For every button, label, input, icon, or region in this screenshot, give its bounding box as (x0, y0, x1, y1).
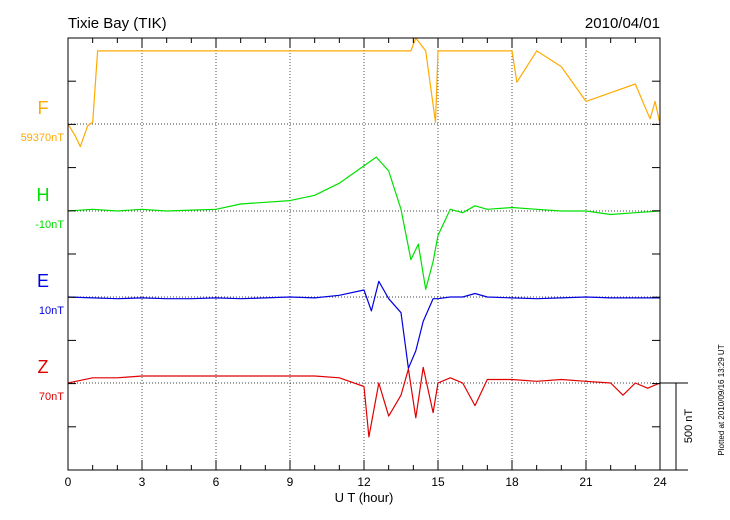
series-line-e (67, 280, 660, 369)
chart-date: 2010/04/01 (585, 15, 660, 32)
x-axis-label: U T (hour) (335, 490, 394, 505)
x-tick-marks (67, 38, 661, 470)
chart-title: Tixie Bay (TIK) (68, 15, 167, 32)
plot-footer: Plotted at 2010/09/16 13:29 UT (717, 344, 726, 455)
x-tick-label: 24 (653, 475, 667, 489)
x-tick-labels: 0 3 6 9 12 15 18 21 24 (65, 475, 667, 489)
series-name-h: H (37, 185, 50, 205)
x-tick-label: 6 (213, 475, 220, 489)
x-tick-label: 18 (505, 475, 519, 489)
x-tick-label: 0 (65, 475, 72, 489)
series-baseline-z: 70nT (39, 391, 64, 403)
scale-bar-label: 500 nT (683, 409, 695, 444)
series-baseline-f: 59370nT (21, 132, 65, 144)
series-name-z: Z (38, 357, 49, 377)
series-baseline-h: -10nT (35, 219, 64, 231)
x-tick-label: 9 (287, 475, 294, 489)
series-line-h (67, 156, 661, 290)
scale-bar: 500 nT (660, 382, 695, 471)
x-tick-label: 12 (357, 475, 371, 489)
series-name-f: F (38, 98, 49, 118)
plot-traces (67, 37, 661, 438)
x-tick-label: 3 (139, 475, 146, 489)
series-name-e: E (37, 271, 49, 291)
x-tick-label: 15 (431, 475, 445, 489)
grid-lines (68, 38, 660, 470)
series-labels: F 59370nT H -10nT E 10nT Z 70nT (21, 98, 65, 403)
x-tick-label: 21 (579, 475, 593, 489)
series-line-z (67, 366, 661, 438)
series-baseline-e: 10nT (39, 305, 64, 317)
